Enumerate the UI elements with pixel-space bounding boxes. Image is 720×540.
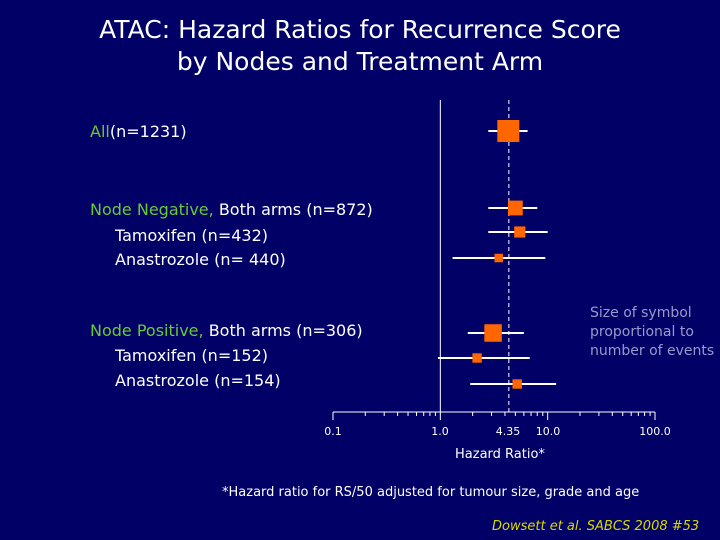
row-label-np-anastrozole: Anastrozole (n=154): [115, 371, 281, 390]
hr-marker-2: [514, 226, 526, 238]
row-label-node-positive: Node Positive, Both arms (n=306): [90, 321, 363, 340]
row-label-all: All(n=1231): [90, 122, 187, 141]
tick-label-10-0: 10.0: [535, 425, 561, 438]
chart-title: ATAC: Hazard Ratios for Recurrence Score…: [0, 14, 720, 78]
hr-marker-1: [507, 200, 523, 216]
footnote: *Hazard ratio for RS/50 adjusted for tum…: [222, 485, 640, 500]
tick-label-4-35: 4.35: [495, 425, 521, 438]
x-axis-label: Hazard Ratio*: [455, 447, 545, 462]
citation: Dowsett et al. SABCS 2008 #53: [492, 519, 700, 534]
hr-marker-5: [472, 353, 482, 363]
tick-label-100-0: 100.0: [639, 425, 671, 438]
row-label-np-tamoxifen: Tamoxifen (n=152): [115, 346, 268, 365]
tick-label-1-0: 1.0: [431, 425, 449, 438]
title-line-2: by Nodes and Treatment Arm: [176, 47, 544, 76]
row-label-nn-tamoxifen: Tamoxifen (n=432): [115, 226, 268, 245]
hr-marker-0: [497, 120, 520, 142]
title-line-1: ATAC: Hazard Ratios for Recurrence Score: [99, 15, 621, 44]
hr-marker-3: [494, 253, 503, 263]
tick-label-0-1: 0.1: [324, 425, 342, 438]
row-label-nn-anastrozole: Anastrozole (n= 440): [115, 250, 286, 269]
hr-marker-4: [484, 324, 502, 342]
symbol-size-note: Size of symbol proportional to number of…: [590, 305, 715, 359]
hr-marker-6: [512, 379, 522, 389]
row-label-node-negative: Node Negative, Both arms (n=872): [90, 200, 373, 219]
